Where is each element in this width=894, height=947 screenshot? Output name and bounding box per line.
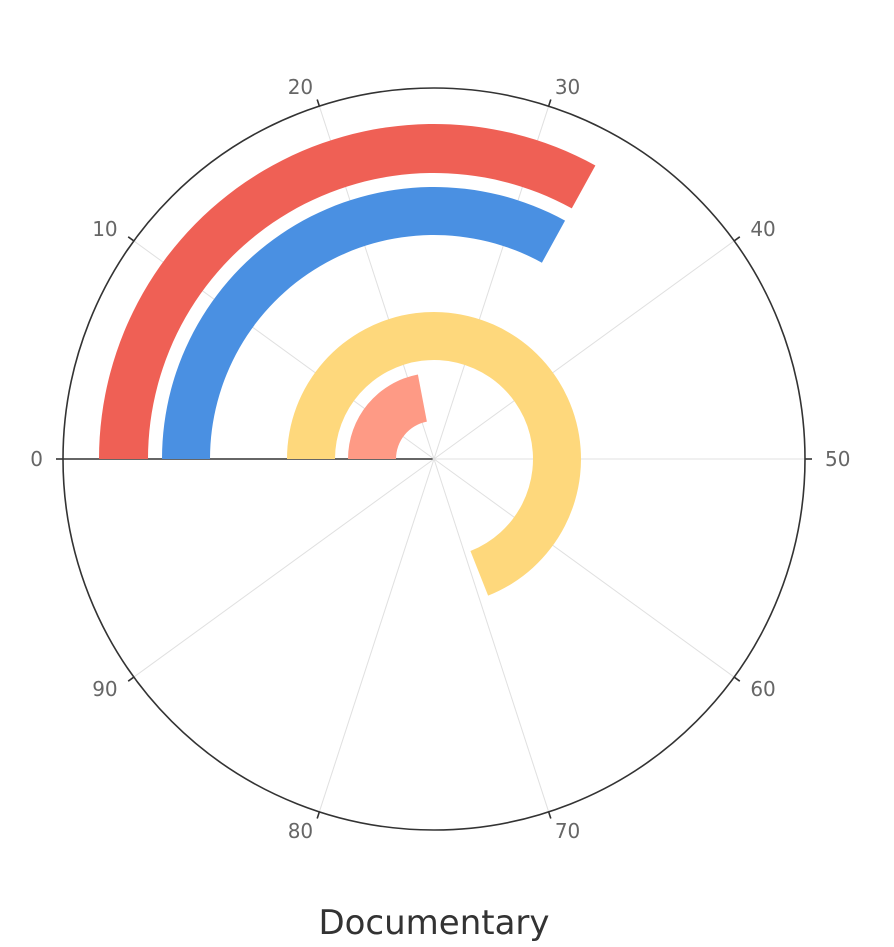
grid-spoke-90 — [133, 458, 435, 678]
grid-spoke-60 — [433, 458, 735, 678]
grid-spoke-80 — [318, 458, 435, 812]
tick-label-10: 10 — [92, 217, 117, 241]
axis-tick-90 — [127, 676, 135, 682]
axis-tick-30 — [547, 99, 552, 107]
tick-label-60: 60 — [750, 677, 775, 701]
axis-tick-70 — [547, 811, 552, 819]
tick-label-40: 40 — [750, 217, 775, 241]
bar-series-1 — [99, 124, 596, 459]
bar-series-2 — [162, 186, 566, 459]
tick-label-90: 90 — [92, 677, 117, 701]
bar-series-3 — [287, 312, 581, 596]
grid-spoke-40 — [433, 240, 735, 460]
bar-series-4 — [348, 374, 427, 459]
axis-tick-60 — [733, 676, 741, 682]
category-label: Documentary — [318, 903, 549, 942]
bars — [99, 124, 596, 596]
grid-spoke-70 — [433, 458, 550, 812]
tick-label-80: 80 — [288, 819, 313, 843]
axis-tick-20 — [316, 99, 321, 107]
axis-tick-10 — [127, 236, 135, 242]
tick-label-30: 30 — [555, 75, 580, 99]
tick-label-70: 70 — [555, 819, 580, 843]
angle-axis: 0 10 20 30 40 50 60 70 80 90 — [30, 75, 850, 843]
axis-tick-80 — [316, 811, 321, 819]
axis-tick-40 — [733, 236, 741, 242]
tick-label-50: 50 — [825, 447, 850, 471]
tick-label-0: 0 — [30, 447, 43, 471]
tick-label-20: 20 — [288, 75, 313, 99]
